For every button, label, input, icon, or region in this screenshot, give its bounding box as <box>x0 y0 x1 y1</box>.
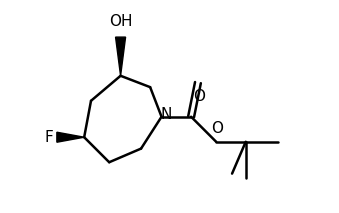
Polygon shape <box>57 132 84 142</box>
Polygon shape <box>116 37 125 76</box>
Text: F: F <box>45 130 54 145</box>
Text: O: O <box>211 121 223 136</box>
Text: N: N <box>160 107 172 122</box>
Text: OH: OH <box>109 14 132 29</box>
Text: O: O <box>193 89 205 104</box>
